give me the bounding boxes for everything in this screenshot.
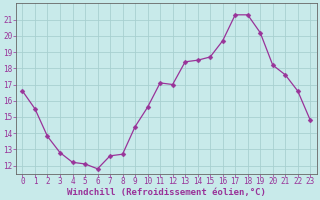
X-axis label: Windchill (Refroidissement éolien,°C): Windchill (Refroidissement éolien,°C) bbox=[67, 188, 266, 197]
